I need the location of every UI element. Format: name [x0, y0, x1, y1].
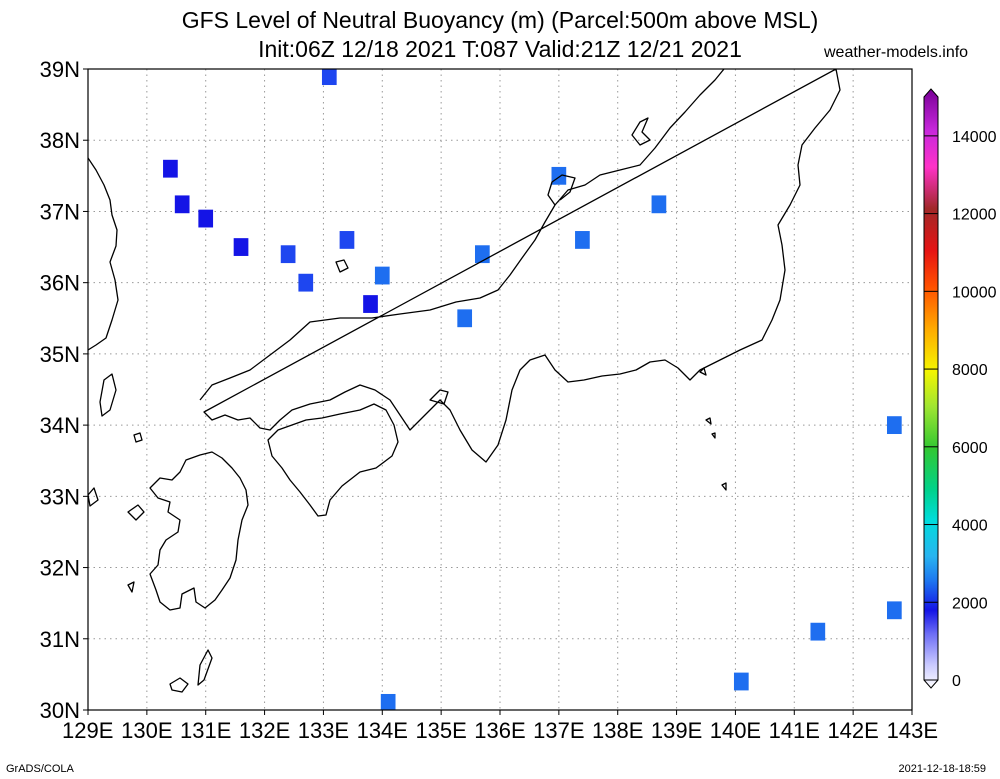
tsushima-coast	[99, 373, 117, 417]
lnb-cell	[374, 266, 390, 285]
lat-label: 34N	[40, 413, 80, 438]
lon-label: 133E	[298, 718, 349, 743]
lon-label: 138E	[592, 718, 643, 743]
lnb-cell	[733, 672, 749, 691]
izu-islands	[699, 367, 727, 491]
colorbar-label: 2000	[952, 595, 988, 612]
colorbar-label: 0	[952, 673, 961, 690]
lat-label: 37N	[40, 199, 80, 224]
lat-label: 31N	[40, 627, 80, 652]
lon-label: 129E	[62, 718, 113, 743]
lon-label: 131E	[180, 718, 231, 743]
colorbar-label: 12000	[952, 207, 997, 224]
lnb-cell	[233, 238, 249, 256]
koshiki-coast	[127, 581, 135, 593]
lon-label: 143E	[887, 718, 938, 743]
lat-label: 36N	[40, 271, 80, 296]
colorbar-label: 4000	[952, 518, 988, 535]
lnb-cell	[363, 295, 378, 313]
lnb-cell	[457, 309, 473, 328]
lon-label: 130E	[121, 718, 172, 743]
lnb-cell	[339, 231, 355, 249]
lon-label: 135E	[415, 718, 466, 743]
lnb-cell	[380, 693, 396, 710]
awaji-coast	[429, 389, 449, 405]
lon-label: 136E	[474, 718, 525, 743]
yakushima-coast	[169, 677, 189, 693]
lat-label: 39N	[40, 57, 80, 82]
lnb-cell	[886, 601, 902, 620]
lnb-cell	[321, 69, 337, 86]
lnb-cell	[886, 416, 902, 435]
lnb-cell	[298, 273, 314, 292]
lnb-cell	[651, 195, 667, 214]
honshu-coast	[199, 69, 841, 463]
lon-label: 141E	[769, 718, 820, 743]
footer-left: GrADS/COLA	[6, 763, 74, 775]
footer-right: 2021-12-18-18:59	[898, 763, 986, 775]
colorbar-label: 6000	[952, 440, 988, 457]
map-title: GFS Level of Neutral Buoyancy (m) (Parce…	[181, 7, 819, 33]
colorbar: 14000 12000 10000 8000 6000 4000 2000 0	[923, 88, 997, 690]
lnb-cells	[163, 69, 902, 710]
lnb-cell	[174, 195, 190, 214]
noto-coast	[547, 174, 576, 206]
latitude-labels: 39N 38N 37N 36N 35N 34N 33N 32N 31N 30N	[40, 57, 88, 723]
goto-islands	[127, 432, 145, 521]
colorbar-label: 8000	[952, 362, 988, 379]
lon-label: 132E	[239, 718, 290, 743]
lat-label: 35N	[40, 342, 80, 367]
jeju-coast	[88, 487, 99, 507]
lnb-cell	[810, 622, 826, 641]
lon-label: 139E	[651, 718, 702, 743]
lnb-cell	[198, 209, 214, 228]
lat-label: 33N	[40, 484, 80, 509]
lon-label: 140E	[710, 718, 761, 743]
longitude-labels: 129E 130E 131E 132E 133E 134E 135E 136E 137E 138E…	[62, 710, 938, 743]
graticule	[88, 69, 912, 710]
coastlines	[88, 69, 841, 693]
korea-coast	[88, 157, 119, 351]
tanegashima-coast	[197, 649, 213, 686]
shikoku-coast	[267, 403, 399, 517]
site-credit: weather-models.info	[824, 44, 969, 61]
lnb-cell	[280, 245, 296, 264]
colorbar-label: 14000	[952, 129, 997, 146]
sado-coast	[631, 117, 651, 146]
oki-coast	[335, 259, 349, 273]
lat-label: 38N	[40, 128, 80, 153]
lon-label: 134E	[357, 718, 408, 743]
lnb-cell	[163, 159, 178, 178]
lon-label: 142E	[827, 718, 878, 743]
map-subtitle: Init:06Z 12/18 2021 T:087 Valid:21Z 12/2…	[258, 36, 742, 62]
lat-label: 32N	[40, 556, 80, 581]
kyushu-coast	[149, 451, 249, 611]
lon-label: 137E	[533, 718, 584, 743]
lnb-cell	[575, 231, 590, 249]
colorbar-label: 10000	[952, 284, 997, 301]
lat-label: 30N	[40, 698, 80, 723]
